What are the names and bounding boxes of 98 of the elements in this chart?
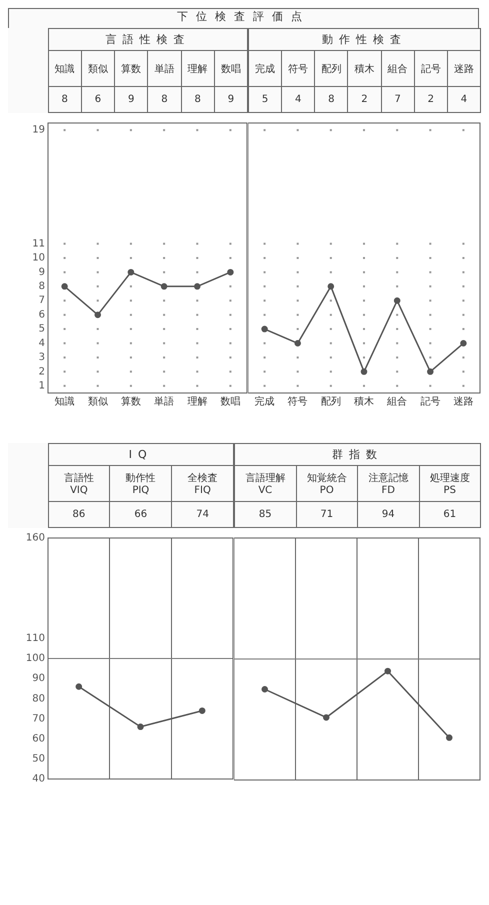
- point: [262, 686, 268, 692]
- data-label: 74: [172, 502, 234, 528]
- point: [328, 283, 334, 290]
- y-tick-label: 2: [38, 366, 45, 378]
- category-label: 注意記憶 FD: [368, 473, 408, 496]
- x-tick-label: 迷路: [453, 396, 474, 408]
- category-label: 理解: [188, 64, 208, 74]
- category-label: 処理速度 PS: [430, 473, 470, 496]
- y-tick-label: 7: [38, 295, 45, 306]
- point: [323, 714, 330, 721]
- x-tick-label: 類似: [88, 396, 108, 408]
- point: [384, 668, 391, 674]
- category-label: 知覚統合 PO: [306, 473, 347, 496]
- category-label: 組合: [388, 64, 408, 74]
- data-label: 5: [248, 86, 282, 112]
- y-tick-label: 4: [38, 338, 45, 349]
- category-label: 符号: [288, 64, 308, 74]
- point: [446, 734, 452, 741]
- chart-title: 下位検査評価点: [8, 8, 479, 28]
- category-label: 言語理解 VC: [245, 473, 286, 496]
- data-label: 8: [314, 86, 348, 112]
- y-tick-label: 60: [32, 733, 45, 744]
- x-tick-label: 知識: [54, 396, 75, 408]
- chart-subtitle: 言語性検査: [48, 28, 248, 50]
- data-label: 8: [181, 86, 214, 112]
- data-label: 94: [358, 502, 419, 528]
- point: [360, 368, 368, 375]
- category-label: 類似: [88, 64, 108, 74]
- data-label: 66: [110, 502, 172, 528]
- data-label: 86: [48, 502, 110, 528]
- category-label: 全検査 FIQ: [188, 473, 218, 496]
- point: [194, 283, 200, 290]
- y-tick-label: 8: [38, 281, 45, 292]
- data-label: 6: [81, 86, 114, 112]
- chart-subtitle: 群指数: [234, 444, 480, 466]
- y-tick-label: 1: [38, 380, 45, 392]
- point: [61, 283, 68, 290]
- y-tick-label: 70: [32, 713, 45, 724]
- point: [128, 268, 134, 276]
- data-label: 85: [234, 502, 296, 528]
- category-label: 算数: [121, 64, 142, 74]
- y-tick-label: 160: [26, 532, 45, 544]
- point: [198, 707, 206, 714]
- x-tick-label: 記号: [420, 396, 440, 408]
- y-tick-label: 90: [32, 673, 45, 684]
- data-label: 2: [414, 86, 448, 112]
- point: [261, 326, 268, 332]
- y-tick-label: 50: [32, 754, 45, 765]
- point: [427, 368, 434, 375]
- category-label: 記号: [420, 64, 441, 74]
- category-label: 配列: [321, 64, 342, 74]
- category-label: 知識: [54, 64, 75, 74]
- point: [137, 724, 144, 730]
- data-label: 71: [296, 502, 358, 528]
- x-tick-label: 組合: [386, 396, 408, 408]
- category-label: 積木: [354, 64, 374, 74]
- data-label: 61: [419, 502, 480, 528]
- y-tick-label: 3: [38, 352, 45, 364]
- y-tick-label: 100: [26, 653, 45, 664]
- y-tick-label: 40: [32, 774, 45, 785]
- category-label: 数唱: [220, 64, 241, 74]
- data-label: 4: [282, 86, 315, 112]
- data-label: 4: [447, 86, 480, 112]
- data-label: 9: [114, 86, 148, 112]
- x-tick-label: 積木: [354, 396, 374, 408]
- y-tick-label: 11: [32, 238, 45, 250]
- data-label: 7: [381, 86, 414, 112]
- x-tick-label: 配列: [320, 396, 341, 408]
- category-label: 完成: [255, 64, 276, 74]
- y-tick-label: 80: [32, 693, 45, 704]
- x-tick-label: 算数: [120, 396, 141, 408]
- point: [460, 340, 467, 347]
- x-tick-label: 理解: [187, 396, 208, 408]
- category-label: 単語: [154, 64, 174, 74]
- category-label: 言語性 VIQ: [64, 473, 94, 496]
- chart-subtitle: 動作性検査: [248, 28, 480, 50]
- x-tick-label: 完成: [254, 396, 275, 408]
- point: [94, 312, 101, 318]
- point: [294, 340, 301, 347]
- y-tick-label: 10: [32, 252, 45, 264]
- data-label: 9: [214, 86, 248, 112]
- data-label: 8: [148, 86, 181, 112]
- point: [160, 283, 168, 290]
- y-tick-label: 6: [38, 309, 45, 320]
- x-tick-label: 数唱: [220, 396, 240, 408]
- y-tick-label: 19: [32, 124, 45, 136]
- x-tick-label: 符号: [288, 396, 308, 408]
- category-label: 動作性 PIQ: [126, 473, 156, 496]
- data-label: 2: [348, 86, 382, 112]
- point: [394, 297, 400, 304]
- y-tick-label: 110: [26, 633, 45, 644]
- chart-subtitle: IQ: [48, 444, 234, 466]
- y-tick-label: 5: [38, 324, 45, 335]
- y-tick-label: 9: [38, 266, 45, 278]
- category-label: 迷路: [454, 64, 474, 74]
- x-tick-label: 単語: [154, 396, 174, 408]
- point: [76, 683, 82, 690]
- point: [227, 268, 234, 276]
